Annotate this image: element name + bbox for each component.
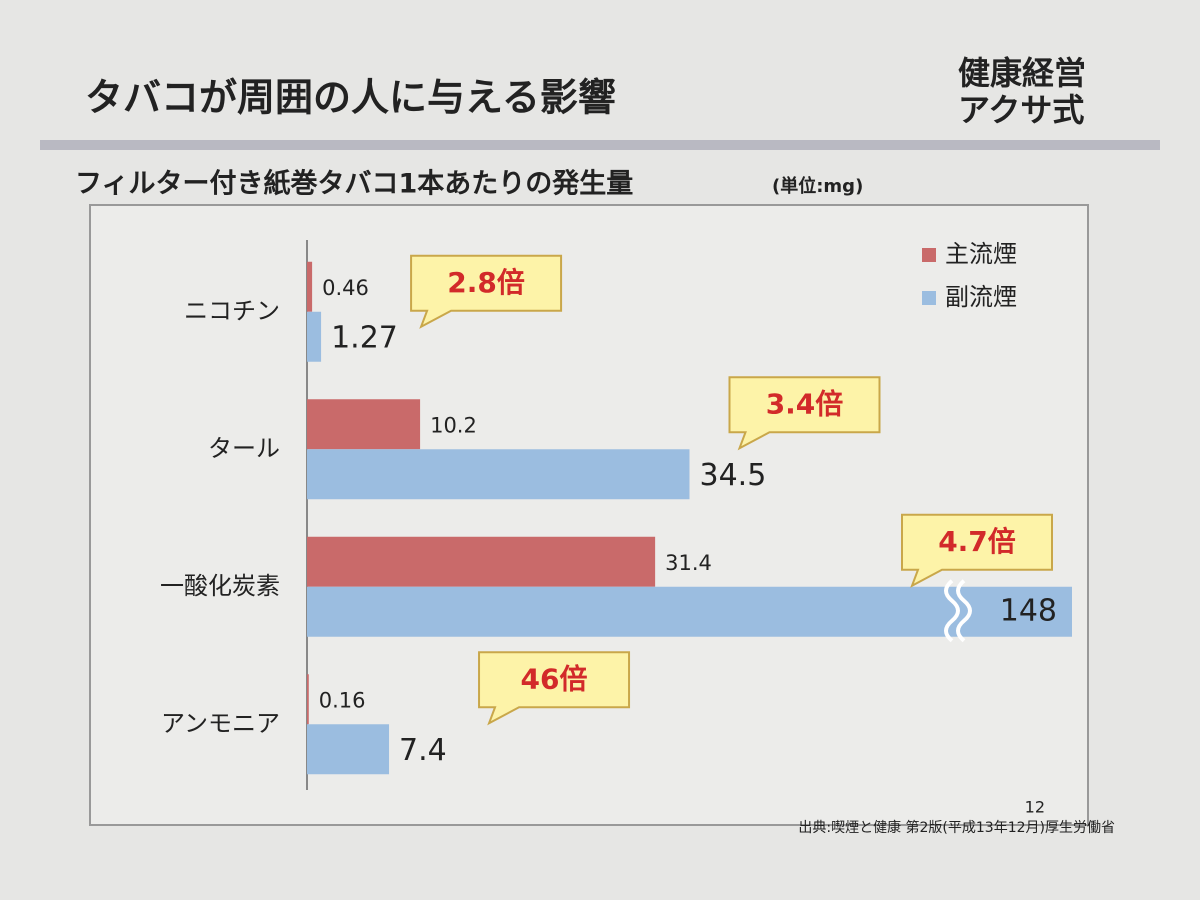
page-number: 12 [1025,798,1045,817]
legend-label: 副流煙 [945,283,1017,311]
callout [728,376,881,451]
bar [307,724,390,775]
logo-top: 健康経営 [958,54,1086,92]
bar [307,311,322,362]
category-label: ニコチン [184,297,280,325]
bar [307,399,421,450]
value-label: 148 [1000,593,1057,628]
category-label: タール [208,434,280,462]
callout [478,651,631,726]
value-label: 7.4 [399,733,447,768]
value-label: 34.5 [700,458,767,493]
bar [307,674,309,725]
value-label: 0.16 [319,688,366,712]
slide-title: タバコが周囲の人に与える影響 [85,76,616,120]
value-label: 10.2 [430,413,477,437]
legend-swatch [922,248,936,262]
callout-text: 46倍 [521,662,588,695]
callout-text: 2.8倍 [447,266,525,299]
bar [307,449,690,500]
value-label: 31.4 [665,551,712,575]
callout [901,513,1053,588]
title-rule [40,140,1160,150]
source: 出典:喫煙と健康 第2版(平成13年12月)厚生労働省 [798,819,1115,836]
callout [410,254,563,329]
bar [307,536,656,587]
callout-text: 3.4倍 [766,387,844,420]
value-label: 1.27 [331,320,398,355]
bar [307,261,313,312]
unit-label: (単位:mg) [772,175,863,197]
value-label: 0.46 [322,276,369,300]
callout-text: 4.7倍 [938,525,1016,558]
axis-break [944,579,972,643]
legend-label: 主流煙 [945,240,1017,268]
category-label: アンモニア [161,709,280,737]
legend-swatch [922,291,936,305]
chart-title: フィルター付き紙巻タバコ1本あたりの発生量 [75,168,633,200]
category-label: 一酸化炭素 [160,572,280,600]
logo-bottom: アクサ式 [958,91,1084,129]
